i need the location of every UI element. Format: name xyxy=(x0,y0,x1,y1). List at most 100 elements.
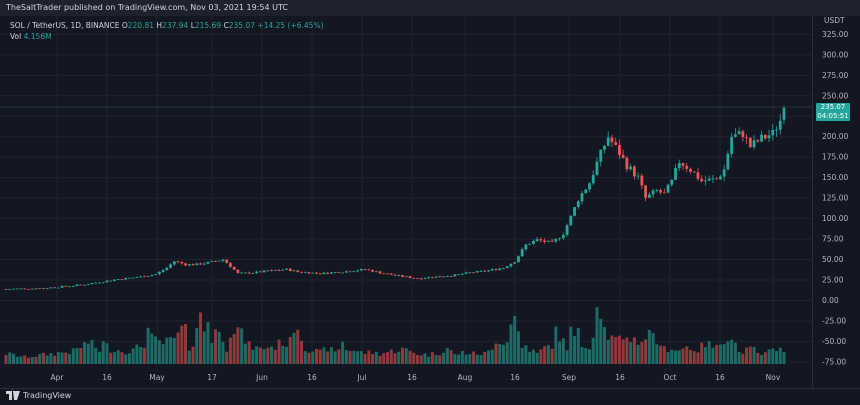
candle-body xyxy=(12,288,15,290)
candle-body xyxy=(763,134,767,139)
candle-body xyxy=(711,178,715,180)
volume-bar xyxy=(730,339,734,364)
candle-body xyxy=(737,131,741,135)
candle-body xyxy=(49,287,53,289)
candle-body xyxy=(539,239,543,241)
candle-body xyxy=(464,272,468,274)
volume-bar xyxy=(83,342,87,364)
candle-body xyxy=(431,277,434,278)
candle-body xyxy=(733,134,737,137)
candle-body xyxy=(4,289,8,290)
volume-bar xyxy=(176,332,180,364)
volume-bar xyxy=(434,354,438,364)
volume-bar xyxy=(23,355,27,364)
volume-bar xyxy=(614,337,618,364)
volume-bar xyxy=(225,351,229,364)
candle-body xyxy=(53,287,57,289)
volume-bar xyxy=(38,354,42,364)
candle-body xyxy=(8,289,12,290)
time-axis[interactable]: Apr 16 May 17 Jun 16 Jul 16 Aug 16 Sep 16 Oct 16 Nov xyxy=(51,373,781,382)
candle-body xyxy=(610,137,614,143)
candle-body xyxy=(513,262,517,264)
price-axis[interactable]: 325.00300.00275.00250.00225.00200.00175.… xyxy=(822,16,848,366)
price-tick-label: 0.00 xyxy=(822,296,839,305)
volume-bar xyxy=(180,325,184,364)
candle-body xyxy=(625,157,629,170)
candle-body xyxy=(580,193,584,202)
candle-body xyxy=(531,241,535,245)
time-tick-label: 16 xyxy=(102,373,112,382)
volume-bar xyxy=(56,352,60,364)
candle-body xyxy=(109,280,113,282)
candle-body xyxy=(363,269,367,270)
candle-body xyxy=(730,136,734,154)
volume-bar xyxy=(397,351,401,364)
candle-body xyxy=(726,153,730,170)
volume-bar xyxy=(386,352,390,364)
candle-body xyxy=(243,272,247,274)
volume-bar xyxy=(745,347,749,364)
volume-bar xyxy=(464,354,468,364)
candle-body xyxy=(707,178,711,181)
volume-bar xyxy=(15,356,19,364)
candle-body xyxy=(404,276,408,278)
volume-bar xyxy=(199,312,202,364)
candle-body xyxy=(782,108,786,120)
candle-body xyxy=(30,288,34,290)
candle-body xyxy=(225,259,229,264)
tradingview-logo[interactable]: TradingView xyxy=(6,391,71,400)
candle-body xyxy=(273,270,277,271)
price-tick-label: -75.00 xyxy=(822,357,846,366)
candle-body xyxy=(202,263,206,265)
candle-body xyxy=(584,189,588,194)
volume-bar xyxy=(169,337,173,364)
candlestick-chart[interactable]: 325.00300.00275.00250.00225.00200.00175.… xyxy=(0,16,860,388)
volume-bar xyxy=(449,350,453,364)
candle-body xyxy=(236,269,240,274)
candle-body xyxy=(599,149,603,162)
volume-bar xyxy=(157,340,161,364)
candle-body xyxy=(748,137,752,148)
volume-bar xyxy=(576,328,580,364)
volume-bar xyxy=(371,354,375,364)
candle-body xyxy=(453,274,457,277)
volume-bar xyxy=(251,349,255,364)
candle-body xyxy=(427,277,431,279)
volume-bar xyxy=(595,307,599,364)
volume-bar xyxy=(184,323,188,364)
volume-bar xyxy=(206,322,210,364)
price-tick-label: -25.00 xyxy=(822,316,846,325)
candle-body xyxy=(131,277,135,279)
volume-bar xyxy=(509,324,513,364)
candle-body xyxy=(326,272,330,274)
candle-body xyxy=(423,278,427,279)
candle-body xyxy=(576,201,580,208)
last-price-value: 235.07 xyxy=(820,103,846,111)
price-tick-label: 50.00 xyxy=(822,255,844,264)
candle-body xyxy=(468,272,472,274)
volume-bar xyxy=(367,350,371,364)
candle-body xyxy=(288,268,292,272)
volume-bar xyxy=(314,348,318,364)
volume-bar xyxy=(329,347,333,364)
candle-body xyxy=(124,277,128,280)
time-tick-label: Aug xyxy=(458,373,473,382)
time-tick-label: 17 xyxy=(207,373,217,382)
grid xyxy=(0,16,812,372)
volume-bar xyxy=(165,337,169,364)
candle-body xyxy=(341,272,345,274)
candle-body xyxy=(397,275,401,276)
candle-body xyxy=(206,261,210,264)
volume-bar xyxy=(775,350,779,364)
volume-bar xyxy=(408,350,412,364)
volume-bar xyxy=(516,331,520,364)
volume-bar xyxy=(505,342,509,364)
candle-body xyxy=(535,239,539,242)
volume-bar xyxy=(629,342,633,364)
volume-bar xyxy=(30,357,34,364)
volume-bar xyxy=(146,327,150,364)
volume-bar xyxy=(60,352,64,364)
candle-body xyxy=(34,288,38,290)
volume-bar xyxy=(378,355,382,364)
volume-bar xyxy=(404,348,408,364)
